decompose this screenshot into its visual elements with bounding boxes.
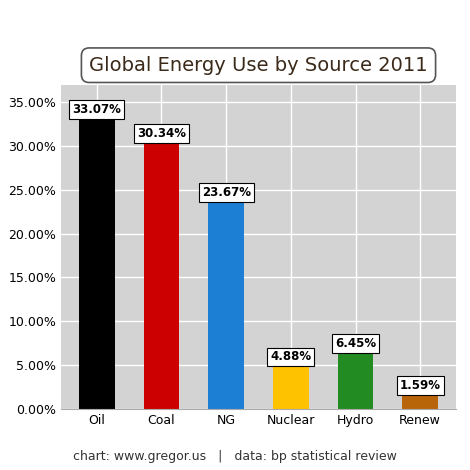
Text: 23.67%: 23.67% — [202, 186, 251, 199]
Text: 1.59%: 1.59% — [400, 379, 441, 392]
Text: 6.45%: 6.45% — [335, 337, 376, 350]
Title: Global Energy Use by Source 2011: Global Energy Use by Source 2011 — [89, 56, 428, 75]
Text: 33.07%: 33.07% — [72, 103, 121, 117]
Bar — [402, 395, 438, 409]
Text: chart: www.gregor.us   |   data: bp statistical review: chart: www.gregor.us | data: bp statisti… — [73, 450, 397, 463]
Bar — [208, 202, 244, 409]
Bar — [338, 352, 373, 409]
Text: 4.88%: 4.88% — [270, 351, 312, 363]
Bar — [273, 366, 309, 409]
Bar — [144, 143, 179, 409]
Text: 30.34%: 30.34% — [137, 127, 186, 141]
Bar — [79, 119, 115, 409]
